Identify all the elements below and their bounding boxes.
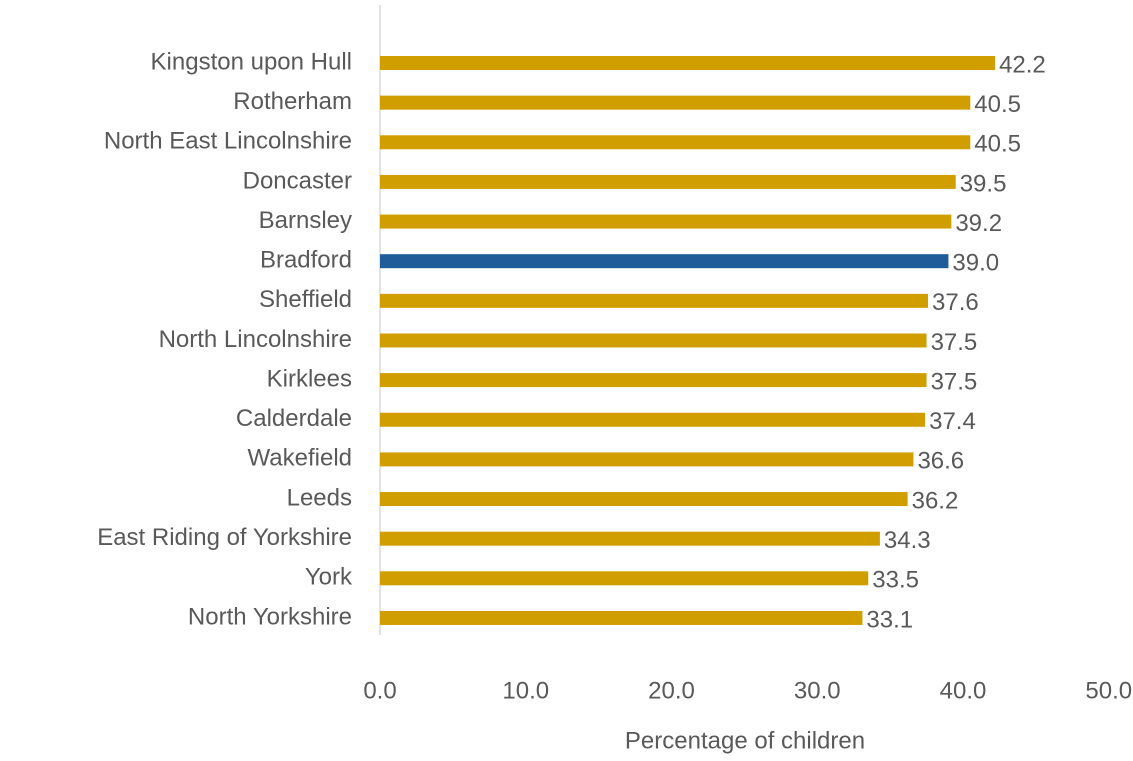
bar — [380, 56, 996, 70]
y-tick-label: North East Lincolnshire — [104, 128, 352, 155]
value-label: 37.4 — [929, 408, 976, 435]
value-label: 39.5 — [960, 170, 1007, 197]
y-tick-label: York — [305, 564, 353, 591]
value-label: 40.5 — [974, 91, 1021, 118]
bar — [380, 254, 949, 269]
y-tick-label: East Riding of Yorkshire — [97, 524, 352, 551]
y-tick-label: Wakefield — [248, 445, 352, 472]
y-tick-label: Doncaster — [243, 167, 352, 194]
y-tick-label: Sheffield — [259, 286, 352, 313]
bar — [380, 373, 927, 388]
value-label: 36.2 — [912, 487, 959, 514]
y-tick-label: Calderdale — [236, 405, 352, 432]
bar — [380, 610, 863, 625]
bar — [380, 412, 926, 427]
x-tick-label: 20.0 — [648, 677, 695, 704]
value-label: 37.5 — [931, 368, 978, 395]
value-label: 39.0 — [952, 250, 999, 277]
bar — [380, 571, 869, 586]
value-label: 39.2 — [955, 210, 1002, 237]
value-label: 33.1 — [866, 606, 913, 633]
bar — [380, 174, 956, 189]
value-label: 34.3 — [884, 527, 931, 554]
bar — [380, 452, 914, 467]
value-label: 42.2 — [999, 51, 1046, 78]
x-tick-label: 0.0 — [363, 677, 396, 704]
bar — [380, 531, 880, 546]
bar — [380, 135, 971, 150]
bar — [380, 95, 971, 110]
bar — [380, 333, 927, 348]
y-tick-label: Kingston upon Hull — [151, 48, 352, 75]
bar — [380, 214, 952, 229]
x-tick-label: 30.0 — [794, 677, 841, 704]
value-label: 36.6 — [917, 448, 964, 475]
x-tick-label: 50.0 — [1085, 677, 1132, 704]
y-tick-label: North Lincolnshire — [159, 326, 352, 353]
x-tick-label: 10.0 — [502, 677, 549, 704]
bar — [380, 293, 929, 308]
y-tick-label: Kirklees — [267, 365, 352, 392]
value-label: 37.5 — [931, 329, 978, 356]
y-tick-label: Barnsley — [259, 207, 352, 234]
value-label: 37.6 — [932, 289, 979, 316]
y-tick-label: North Yorkshire — [188, 603, 352, 630]
y-tick-label: Rotherham — [233, 88, 352, 115]
x-tick-label: 40.0 — [940, 677, 987, 704]
bar — [380, 492, 908, 507]
y-tick-label: Bradford — [260, 247, 352, 274]
value-label: 40.5 — [974, 131, 1021, 158]
x-axis-title: Percentage of children — [625, 727, 865, 754]
value-label: 33.5 — [872, 567, 919, 594]
y-tick-label: Leeds — [287, 484, 352, 511]
